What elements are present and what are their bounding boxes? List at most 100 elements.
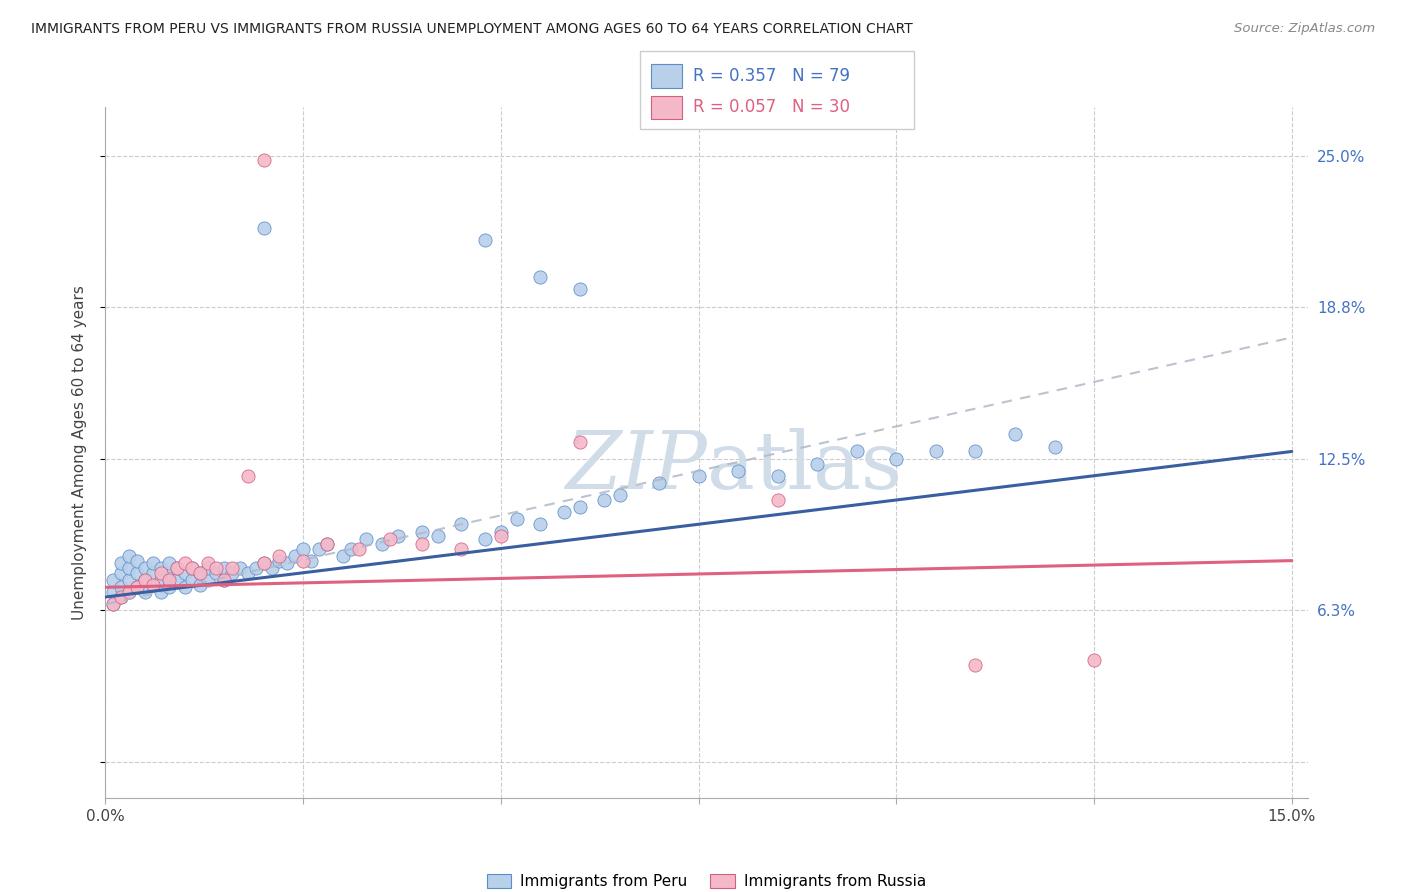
Point xyxy=(149,585,172,599)
Point xyxy=(134,585,156,599)
Point xyxy=(181,561,204,575)
Point xyxy=(269,554,291,568)
Point xyxy=(118,573,141,587)
Point xyxy=(142,566,165,580)
Point xyxy=(339,541,361,556)
Point xyxy=(568,282,592,296)
Point xyxy=(212,573,235,587)
Point xyxy=(489,529,512,543)
Point xyxy=(568,434,592,449)
Point xyxy=(356,532,378,546)
Point xyxy=(474,532,496,546)
Y-axis label: Unemployment Among Ages 60 to 64 years: Unemployment Among Ages 60 to 64 years xyxy=(72,285,87,620)
Point xyxy=(489,524,512,539)
Point xyxy=(166,561,188,575)
Point xyxy=(157,556,180,570)
Point xyxy=(103,573,125,587)
Point xyxy=(886,451,908,466)
Text: R = 0.357   N = 79: R = 0.357 N = 79 xyxy=(693,67,851,85)
Point xyxy=(173,556,195,570)
Point xyxy=(205,561,228,575)
Point xyxy=(212,573,235,587)
Point xyxy=(387,529,409,543)
Point xyxy=(450,517,472,532)
Text: atlas: atlas xyxy=(707,427,901,506)
Point xyxy=(378,532,402,546)
Point xyxy=(157,573,180,587)
Point xyxy=(118,585,141,599)
Point xyxy=(1043,440,1066,454)
Point xyxy=(292,541,315,556)
Point xyxy=(299,554,322,568)
Point xyxy=(110,580,132,594)
Point xyxy=(284,549,307,563)
Point xyxy=(766,468,789,483)
Point xyxy=(845,444,868,458)
Point xyxy=(269,549,291,563)
Point xyxy=(1083,653,1105,667)
Point xyxy=(688,468,710,483)
Point xyxy=(221,566,243,580)
Point xyxy=(269,63,291,78)
Point xyxy=(371,536,394,550)
Point xyxy=(592,493,614,508)
Point xyxy=(166,561,188,575)
Point xyxy=(110,590,132,604)
Point xyxy=(648,475,671,490)
Point xyxy=(450,541,472,556)
Point xyxy=(260,561,283,575)
Point xyxy=(426,529,449,543)
Point xyxy=(118,585,141,599)
Point xyxy=(529,517,551,532)
Point xyxy=(149,561,172,575)
Point xyxy=(245,561,267,575)
Point xyxy=(205,566,228,580)
Point xyxy=(188,566,212,580)
Point xyxy=(766,493,789,508)
Point xyxy=(134,573,156,587)
Text: ZIP: ZIP xyxy=(565,428,707,505)
Point xyxy=(118,561,141,575)
Point xyxy=(166,573,188,587)
Point xyxy=(197,561,219,575)
Legend: Immigrants from Peru, Immigrants from Russia: Immigrants from Peru, Immigrants from Ru… xyxy=(481,868,932,892)
Point xyxy=(925,444,948,458)
Point xyxy=(727,464,749,478)
Point xyxy=(127,580,149,594)
Point xyxy=(110,556,132,570)
Point xyxy=(609,488,631,502)
Point xyxy=(965,657,987,672)
Point xyxy=(806,457,828,471)
Point xyxy=(229,561,252,575)
Point xyxy=(157,580,180,594)
Point xyxy=(103,597,125,611)
Point xyxy=(411,536,433,550)
Point xyxy=(308,541,330,556)
Point xyxy=(221,561,243,575)
Point xyxy=(110,566,132,580)
Point xyxy=(1004,427,1026,442)
Point xyxy=(236,566,259,580)
Point xyxy=(142,578,165,592)
Point xyxy=(276,556,298,570)
Point xyxy=(253,221,276,235)
Point xyxy=(212,561,235,575)
Point xyxy=(315,536,337,550)
Point xyxy=(181,561,204,575)
Point xyxy=(529,269,551,284)
Point xyxy=(347,541,370,556)
Point xyxy=(149,573,172,587)
Point xyxy=(103,585,125,599)
Point xyxy=(474,234,496,248)
Point xyxy=(127,566,149,580)
Point xyxy=(553,505,575,519)
Point xyxy=(118,549,141,563)
Point xyxy=(315,536,337,550)
Point xyxy=(157,571,180,585)
Point xyxy=(965,444,987,458)
Point xyxy=(173,566,195,580)
Text: Source: ZipAtlas.com: Source: ZipAtlas.com xyxy=(1234,22,1375,36)
Point xyxy=(181,573,204,587)
Point xyxy=(411,524,433,539)
Point xyxy=(149,566,172,580)
